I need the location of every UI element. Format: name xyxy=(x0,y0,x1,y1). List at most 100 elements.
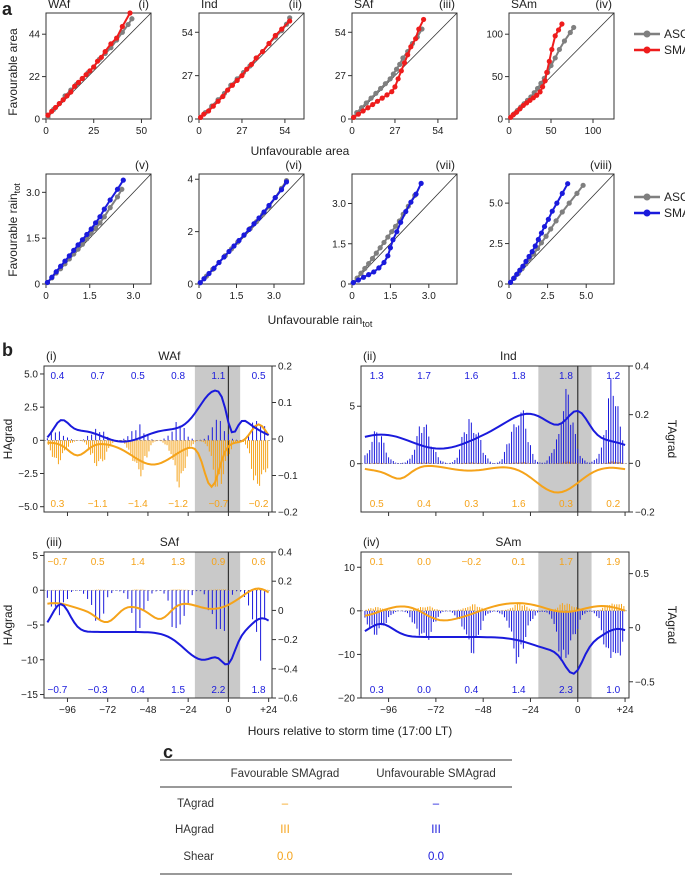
smap-point xyxy=(376,265,382,271)
ascat-point xyxy=(387,76,393,82)
y-tick-label: 54 xyxy=(335,28,347,39)
x-tick-label: 0 xyxy=(226,705,232,716)
ascat-point xyxy=(566,200,572,206)
smap-point xyxy=(92,220,99,226)
left-tick-label: −2.5 xyxy=(18,469,38,480)
ascat-point xyxy=(552,55,558,61)
table-cell-hagrad-unfav: III xyxy=(431,824,441,836)
left-tick-label: 0 xyxy=(349,606,355,617)
row1-panel-3: 0 27 54 0 27 54 SAf (iii) xyxy=(335,0,458,137)
right-axis-title: TAgrad xyxy=(665,420,679,458)
smap-point xyxy=(408,44,414,50)
x-tick-label: 0 xyxy=(196,291,202,302)
smap-point xyxy=(549,46,555,53)
top-value: 0.8 xyxy=(171,371,185,382)
smap-point xyxy=(365,105,371,111)
y-tick-label: 0 xyxy=(340,115,346,126)
smap-point xyxy=(420,16,427,23)
smap-point xyxy=(221,254,227,260)
legend2-smap-label: SMAP xyxy=(664,206,685,220)
right-tick-label: 0 xyxy=(635,623,641,634)
left-tick-label: −5 xyxy=(27,621,39,632)
ascat-point xyxy=(556,46,563,53)
y-tick-label: 27 xyxy=(182,71,194,82)
smap-point xyxy=(45,112,51,118)
left-tick-label: 5 xyxy=(349,402,355,413)
bottom-value: 0.4 xyxy=(464,685,478,696)
panel-numeral: (vi) xyxy=(285,158,302,172)
x-tick-label: 27 xyxy=(389,126,401,137)
smap-point xyxy=(94,58,101,64)
legend-ascat-label: ASCAT xyxy=(664,27,685,41)
smap-point xyxy=(244,66,250,72)
panel-numeral: (iv) xyxy=(363,535,380,549)
smap-point xyxy=(248,61,255,67)
panel-numeral: (i) xyxy=(46,349,57,363)
top-value: 0.1 xyxy=(512,557,526,568)
ascat-point xyxy=(125,21,131,28)
panel-numeral: (viii) xyxy=(590,158,612,172)
smap-point xyxy=(526,253,532,260)
smap-point xyxy=(529,249,535,255)
right-tick-label: 0.1 xyxy=(278,398,292,409)
smap-point xyxy=(403,208,409,215)
smap-point xyxy=(60,97,66,103)
x-tick-label: 5.0 xyxy=(579,291,593,302)
left-tick-label: −5.0 xyxy=(18,502,38,513)
x-tick-label: 54 xyxy=(432,126,444,137)
smap-point xyxy=(84,231,90,238)
left-tick-label: −10 xyxy=(21,655,38,666)
smap-point xyxy=(62,258,68,264)
left-tick-label: 2.5 xyxy=(24,403,38,414)
panel-numeral: (i) xyxy=(138,0,149,11)
panel-region: WAf xyxy=(48,0,71,11)
bottom-value: 0.3 xyxy=(559,499,573,510)
ascat-point xyxy=(381,239,387,246)
smap-point xyxy=(544,69,550,75)
smap-point xyxy=(101,206,107,212)
top-value: 1.4 xyxy=(131,557,145,568)
ascat-point xyxy=(548,226,554,232)
left-tick-label: −10 xyxy=(338,650,355,661)
ascat-point xyxy=(382,81,389,87)
smap-point xyxy=(413,191,419,197)
panel-numeral: (ii) xyxy=(289,0,302,11)
panel-numeral: (vii) xyxy=(436,158,455,172)
x-tick-label: −24 xyxy=(522,705,539,716)
x-tick-label: −48 xyxy=(475,705,492,716)
row2-ylabel: Favourable raintot xyxy=(6,183,22,277)
smap-point xyxy=(266,40,272,47)
ascat-point xyxy=(373,250,379,256)
panel-region: SAm xyxy=(511,0,537,11)
top-value: 1.6 xyxy=(464,371,478,382)
left-axis-title: HAgrad xyxy=(1,605,15,646)
top-value: 0.1 xyxy=(370,557,384,568)
legend2-smap-marker xyxy=(643,209,651,217)
panel-frame xyxy=(45,12,152,120)
ascat-point xyxy=(571,24,577,31)
hagrad-smooth-line xyxy=(46,602,270,666)
bottom-value: 0.3 xyxy=(50,499,64,510)
smap-point xyxy=(278,187,285,193)
smap-point xyxy=(256,215,262,221)
smap-point xyxy=(114,35,120,41)
ascat-point xyxy=(366,261,372,267)
smap-point xyxy=(216,259,222,266)
smap-point xyxy=(390,237,396,243)
right-tick-label: −0.5 xyxy=(635,677,655,688)
legend-smap-marker xyxy=(643,46,651,54)
smap-point xyxy=(226,248,232,255)
top-value: 0.9 xyxy=(211,557,225,568)
ascat-point xyxy=(107,205,113,211)
left-tick-label: 10 xyxy=(344,563,356,574)
x-tick-label: 3.0 xyxy=(127,291,141,302)
right-tick-label: 0 xyxy=(278,435,284,446)
smap-point xyxy=(56,100,62,107)
smap-point xyxy=(398,68,404,74)
smap-point xyxy=(398,219,404,225)
ascat-point xyxy=(92,225,99,231)
right-tick-label: 0.4 xyxy=(635,362,649,373)
x-tick-label: 25 xyxy=(88,126,100,137)
x-tick-label: 3.0 xyxy=(267,291,281,302)
row1-legend: ASCAT SMAP xyxy=(634,27,685,57)
